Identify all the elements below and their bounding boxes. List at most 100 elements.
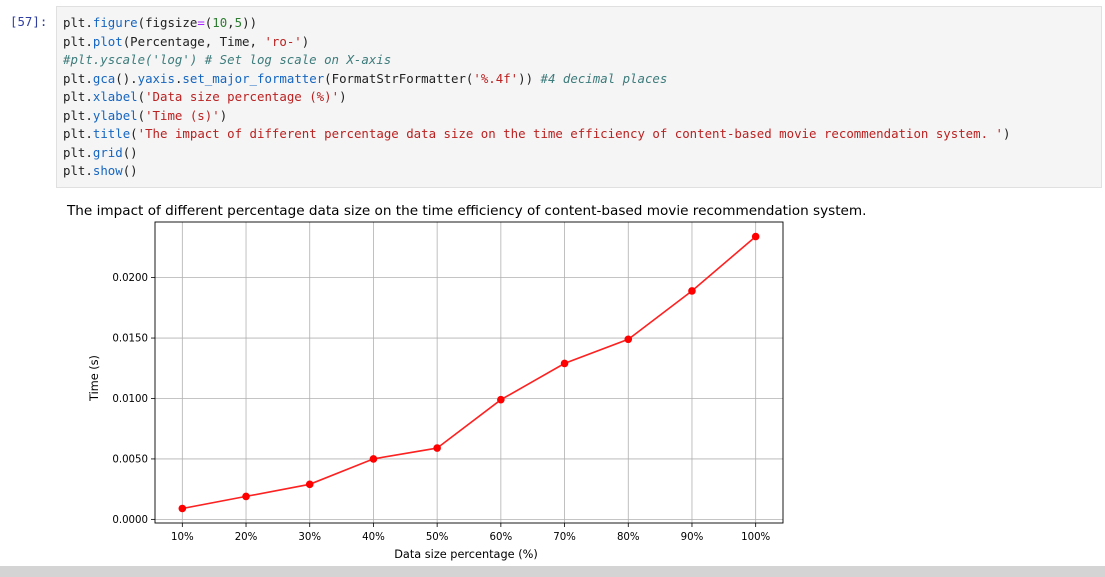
code-token: (FormatStrFormatter(	[324, 70, 474, 86]
code-cell[interactable]: plt.figure(figsize=(10,5)) plt.plot(Perce…	[56, 6, 1102, 188]
code-token: 'Data size percentage (%)'	[145, 89, 340, 104]
code-token: .	[85, 107, 93, 123]
plot-frame	[154, 221, 784, 524]
axis-ticks: 10% 20% 30% 40% 50% 60% 70% 80% 90% 100% 0.0000 0.0…	[112, 273, 770, 543]
cell-prompt: [57]:	[10, 14, 48, 29]
x-tick-label: 10%	[171, 532, 194, 543]
code-token: .	[85, 70, 93, 86]
x-tick-label: 90%	[681, 532, 704, 543]
code-token: plt	[63, 126, 86, 141]
code-token: .	[130, 70, 138, 86]
code-token: 'ro-'	[264, 33, 302, 49]
data-point-marker	[751, 232, 760, 241]
series-line	[182, 235, 757, 510]
code-line: plt.gca().yaxis.set_major_formatter(Form…	[63, 70, 1101, 89]
code-token: 'The impact of different percentage data…	[137, 126, 1003, 141]
code-token: #4 decimal places	[540, 70, 668, 86]
data-point-marker	[305, 480, 314, 489]
data-point-marker	[497, 395, 505, 404]
code-line: plt.ylabel('Time (s)')	[63, 107, 1101, 126]
code-token: (	[130, 126, 138, 141]
code-token: ylabel	[92, 107, 138, 123]
line-chart: The impact of different percentage data …	[66, 203, 867, 561]
code-token: set_major_formatter	[182, 70, 325, 86]
code-token: ()	[122, 144, 138, 160]
cell-output: The impact of different percentage data …	[56, 194, 1105, 566]
plot-axes	[154, 221, 784, 524]
x-axis-label: Data size percentage (%)	[394, 548, 538, 561]
y-tick-label: 0.0100	[112, 394, 148, 405]
x-tick-label: 20%	[235, 532, 258, 543]
code-token: .	[85, 89, 93, 104]
data-point-marker	[242, 492, 250, 501]
code-token: plt	[63, 144, 86, 160]
code-token: .	[174, 70, 183, 86]
code-token: title	[92, 126, 131, 141]
code-token: =	[197, 15, 205, 30]
code-token: .	[85, 144, 93, 160]
code-token: '%.4f'	[473, 70, 519, 86]
data-point-marker	[369, 455, 378, 463]
code-line: #plt.yscale('log') # Set log scale on X-…	[63, 51, 1101, 70]
code-token: )	[301, 33, 310, 49]
code-token: grid	[92, 144, 123, 160]
code-token: ()	[122, 163, 138, 178]
code-token: .	[85, 163, 93, 178]
code-line: plt.title('The impact of different perce…	[63, 125, 1101, 144]
code-token: .	[85, 15, 93, 30]
code-token: #plt.yscale('log') # Set log scale on X-…	[63, 52, 392, 67]
x-tick-label: 100%	[741, 532, 770, 543]
code-token: plt	[63, 15, 86, 30]
code-token: ))	[518, 70, 541, 86]
y-tick-label: 0.0000	[112, 515, 148, 526]
code-token: .	[85, 126, 93, 141]
chart-title: The impact of different percentage data …	[66, 203, 867, 219]
code-token: ))	[242, 15, 258, 30]
code-token: (	[204, 15, 213, 30]
data-point-marker	[560, 359, 569, 368]
horizontal-scrollbar[interactable]	[0, 566, 1105, 577]
x-tick-label: 80%	[617, 532, 640, 543]
code-token: )	[219, 107, 228, 123]
code-token: plt	[63, 163, 86, 178]
code-token: 'Time (s)'	[145, 107, 220, 123]
x-tick-label: 60%	[490, 532, 513, 543]
code-token: ,	[227, 15, 235, 30]
code-token: 5	[234, 15, 243, 30]
y-axis-label: Time (s)	[88, 355, 101, 402]
data-point-marker	[178, 504, 187, 513]
data-point-marker	[624, 335, 633, 344]
code-token: gca	[92, 70, 116, 86]
code-token: ()	[115, 70, 131, 86]
data-point-marker	[688, 287, 696, 295]
code-token: plt	[63, 33, 86, 49]
code-token: show	[92, 163, 123, 178]
code-line: plt.plot(Percentage, Time, 'ro-')	[63, 33, 1101, 52]
x-tick-label: 40%	[362, 532, 385, 543]
code-token: (	[137, 89, 146, 104]
code-line: plt.grid()	[63, 144, 1101, 163]
code-token: plt	[63, 70, 86, 86]
code-token: )	[339, 89, 347, 104]
code-token: xlabel	[92, 89, 138, 104]
code-token: plt	[63, 89, 86, 104]
y-tick-label: 0.0050	[112, 455, 148, 466]
x-tick-label: 70%	[553, 532, 576, 543]
code-token: )	[1002, 126, 1011, 141]
grid-lines	[155, 222, 783, 523]
x-tick-label: 30%	[298, 532, 321, 543]
x-tick-label: 50%	[426, 532, 449, 543]
code-token: .	[85, 33, 93, 49]
code-token: (figsize	[137, 15, 198, 30]
code-token: (Percentage, Time,	[122, 33, 265, 49]
y-tick-label: 0.0150	[112, 334, 148, 345]
code-line: plt.show()	[63, 162, 1101, 181]
code-token: 10	[212, 15, 228, 30]
y-tick-label: 0.0200	[112, 273, 148, 284]
code-token: (	[137, 107, 146, 123]
code-token: plot	[92, 33, 123, 49]
time-series-line	[182, 235, 757, 510]
code-line: plt.figure(figsize=(10,5))	[63, 14, 1101, 33]
code-line: plt.xlabel('Data size percentage (%)')	[63, 88, 1101, 107]
